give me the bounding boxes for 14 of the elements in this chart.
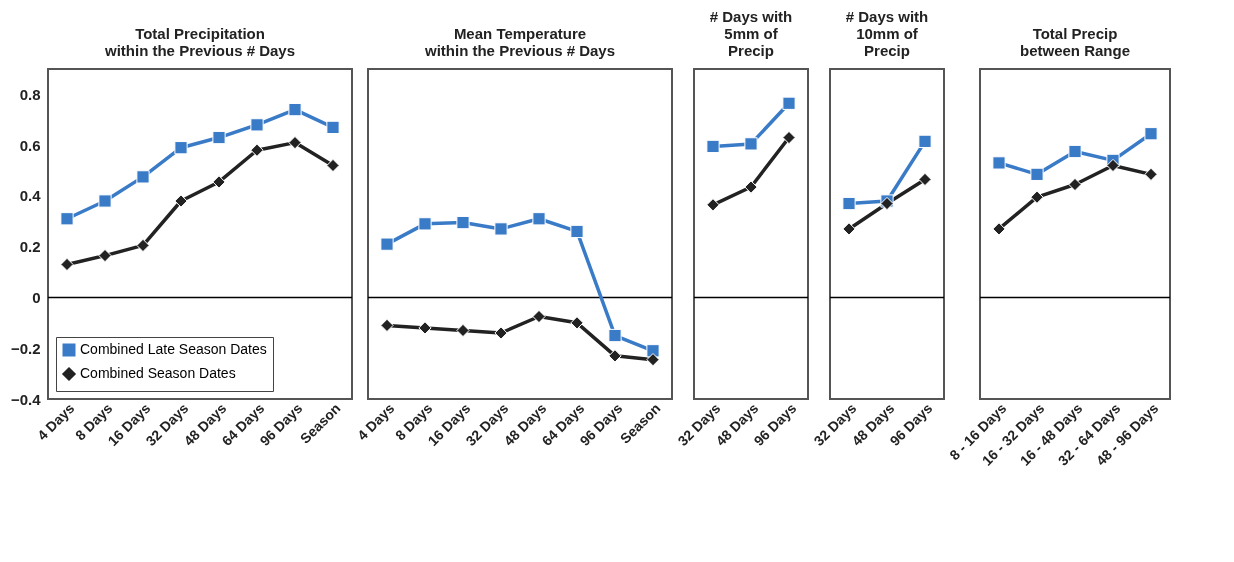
y-tick-label: 0.2 [19, 238, 41, 256]
y-tick-label: 0.8 [19, 85, 41, 103]
chart-title: Total Precipitation within the Previous # Days [103, 25, 296, 59]
y-tick-label: −0.4 [10, 390, 42, 408]
chart-title: Mean Temperature within the Previous # Days [423, 25, 616, 59]
chart-title: # Days with 5mm of Precip [709, 8, 793, 59]
y-tick-label: 0.6 [19, 136, 41, 154]
y-tick-label: 0.4 [19, 187, 42, 205]
legend-label: Combined Season Dates [80, 365, 236, 381]
chart-title: # Days with 10mm of Precip [845, 8, 929, 59]
legend-label: Combined Late Season Dates [80, 341, 267, 357]
y-tick-label: −0.2 [10, 339, 41, 357]
y-tick-label: 0 [32, 288, 41, 306]
chart-title: Total Precip between Range [1019, 25, 1131, 59]
